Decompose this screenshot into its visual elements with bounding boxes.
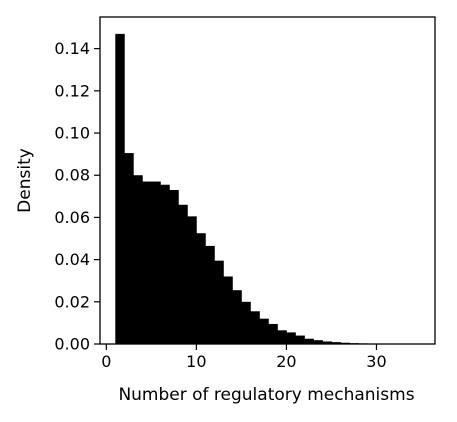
bars-layer (115, 34, 422, 344)
y-axis-ticks: 0.00 0.02 0.04 0.06 0.08 0.10 0.12 0.14 (54, 39, 100, 353)
x-tick-label: 20 (276, 352, 296, 371)
histogram-bar (169, 190, 178, 344)
histogram-bar (187, 216, 196, 344)
histogram-bar (241, 302, 250, 344)
histogram-bar (277, 330, 286, 344)
x-tick-label: 10 (186, 352, 206, 371)
x-tick-label: 30 (366, 352, 386, 371)
histogram-bar (160, 185, 169, 344)
histogram-bar (250, 311, 259, 344)
y-axis-label: Density (15, 148, 35, 213)
y-tick-label: 0.14 (54, 39, 90, 58)
histogram-bar (124, 153, 133, 344)
y-tick-label: 0.12 (54, 81, 90, 100)
y-tick-label: 0.08 (54, 166, 90, 185)
histogram-bar (151, 182, 160, 344)
histogram-bar (304, 339, 313, 344)
y-tick-label: 0.00 (54, 335, 90, 354)
histogram-bar (133, 175, 142, 344)
histogram-bar (223, 276, 232, 344)
x-axis-label: Number of regulatory mechanisms (118, 385, 414, 405)
histogram-bar (268, 324, 277, 344)
histogram-bar (295, 336, 304, 344)
y-tick-label: 0.02 (54, 292, 90, 311)
x-axis-ticks: 0 10 20 30 (101, 344, 386, 371)
y-tick-label: 0.06 (54, 208, 90, 227)
histogram-bar (142, 182, 151, 344)
histogram-bar (259, 319, 268, 344)
histogram-bar (178, 205, 187, 344)
histogram-bar (214, 261, 223, 344)
x-tick-label: 0 (101, 352, 111, 371)
y-tick-label: 0.04 (54, 250, 90, 269)
histogram-bar (196, 233, 205, 344)
histogram-bar (232, 290, 241, 344)
histogram-bar (115, 34, 124, 344)
histogram-bar (205, 246, 214, 344)
histogram-bar (286, 332, 295, 344)
y-tick-label: 0.10 (54, 124, 90, 143)
